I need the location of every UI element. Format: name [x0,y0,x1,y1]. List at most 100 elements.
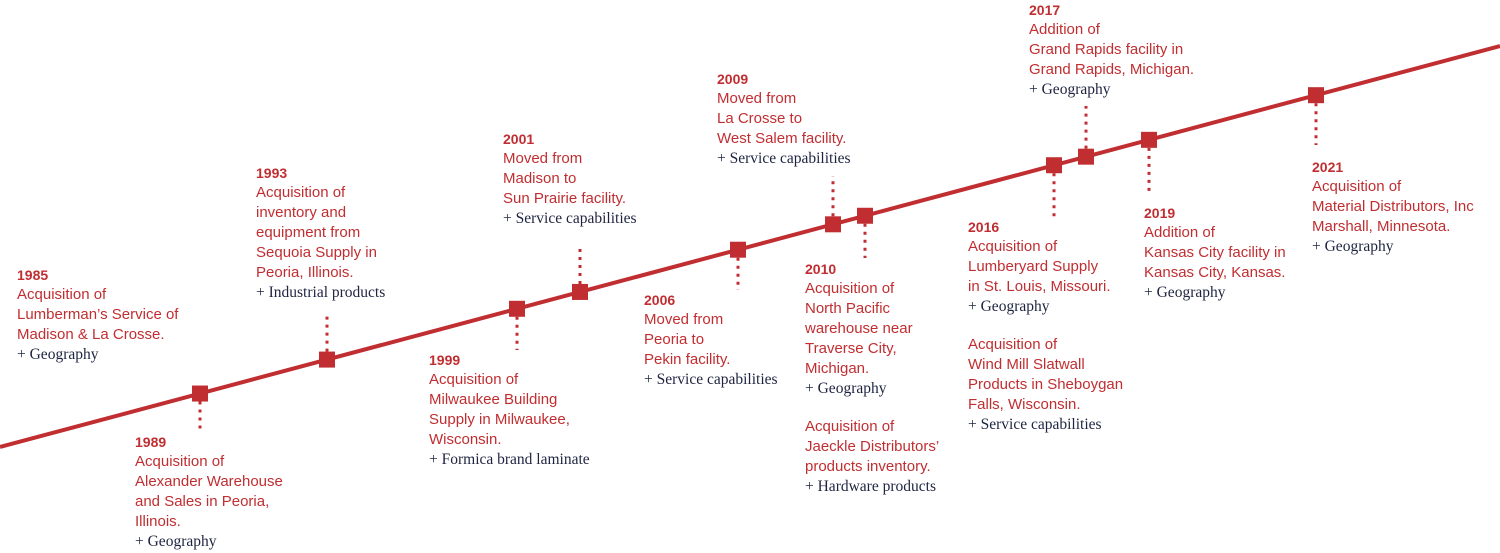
event-year: 2017 [1029,2,1061,18]
marker-2001 [572,283,588,300]
event-description-line: Addition of [1144,224,1215,241]
event-description-line: Moved from [503,150,583,167]
event-tag: + Geography [1312,238,1394,255]
event-description-line: in St. Louis, Missouri. [968,278,1111,295]
marker-2021 [1308,87,1324,104]
marker-1993 [319,351,335,368]
event-2016: 2016 Acquisition of Lumberyard Supply in… [968,217,1123,435]
event-2019: 2019 Addition of Kansas City facility in… [1144,203,1286,303]
event-description-line: Lumberyard Supply [968,258,1099,275]
event-tag: + Geography [1029,81,1111,98]
event-description-line: Material Distributors, Inc [1312,198,1474,215]
event-1989: 1989 Acquisition of Alexander Warehouse … [135,432,283,552]
event-tag: + Service capabilities [644,371,778,388]
event-description-line: Marshall, Minnesota. [1312,218,1451,235]
event-year: 2006 [644,292,676,308]
event-2010: 2010 Acquisition of North Pacific wareho… [805,259,939,497]
event-description-line: Peoria to [644,331,705,348]
event-1985: 1985 Acquisition of Lumberman’s Service … [17,265,178,365]
event-description-line: Grand Rapids, Michigan. [1029,61,1195,78]
event-tag: + Formica brand laminate [429,451,590,468]
event-tag: + Geography [968,298,1050,315]
event-description-line: Wind Mill Slatwall [968,356,1085,373]
event-description-line: Michigan. [805,360,870,377]
event-year: 2010 [805,261,837,277]
event-tag: + Industrial products [256,284,386,301]
event-description-line: products inventory. [805,458,931,475]
event-year: 1985 [17,267,49,283]
marker-2009 [825,216,841,233]
event-description-line: Wisconsin. [429,431,502,448]
event-year: 2009 [717,71,749,87]
event-1999: 1999 Acquisition of Milwaukee Building S… [429,350,590,470]
event-2017: 2017 Addition of Grand Rapids facility i… [1029,0,1194,100]
event-description-line: Milwaukee Building [429,391,558,408]
event-2006: 2006 Moved from Peoria to Pekin facility… [644,290,778,390]
event-tag: + Geography [135,533,217,550]
event-description-line: Acquisition of [256,184,346,201]
event-tag: + Service capabilities [717,150,851,167]
event-description-line: Sun Prairie facility. [503,190,627,207]
event-description-line: Acquisition of [17,286,107,303]
event-description-line: Madison & La Crosse. [17,326,165,343]
marker-2019 [1141,131,1157,148]
marker-2016 [1046,157,1062,174]
event-description-line: Kansas City, Kansas. [1144,264,1286,281]
event-tag: + Service capabilities [503,210,637,227]
event-description-line: Traverse City, [805,340,897,357]
event-2021: 2021 Acquisition of Material Distributor… [1312,157,1474,257]
event-description-line: Alexander Warehouse [135,473,283,490]
event-description-line: La Crosse to [717,110,803,127]
event-description-line: Acquisition of [805,280,895,297]
event-year: 2016 [968,219,1000,235]
event-description-line: Grand Rapids facility in [1029,41,1184,58]
event-tag: + Geography [1144,284,1226,301]
event-description-line: Moved from [717,90,797,107]
event-description-line: Acquisition of [135,453,225,470]
event-description-line: Lumberman’s Service of [17,306,179,323]
event-description-line: Acquisition of [805,418,895,435]
event-description-line: equipment from [256,224,361,241]
event-tag: + Service capabilities [968,416,1102,433]
event-description-line: Addition of [1029,21,1100,38]
event-year: 1993 [256,165,288,181]
event-description-line: Acquisition of [968,336,1058,353]
event-description-line: Peoria, Illinois. [256,264,354,281]
event-description-line: Acquisition of [1312,178,1402,195]
event-description-line: Acquisition of [429,371,519,388]
event-1993: 1993 Acquisition of inventory and equipm… [256,163,385,303]
event-description-line: Supply in Milwaukee, [429,411,570,428]
event-description-line: warehouse near [805,320,913,337]
event-description-line: North Pacific [805,300,891,317]
event-year: 1989 [135,434,167,450]
event-description-line: Pekin facility. [644,351,731,368]
event-year: 2001 [503,131,535,147]
event-description-line: Madison to [503,170,577,187]
event-tag: + Hardware products [805,478,936,495]
event-description-line: Falls, Wisconsin. [968,396,1081,413]
event-description-line: inventory and [256,204,347,221]
marker-2017 [1078,148,1094,165]
event-tag: + Geography [17,346,99,363]
event-description-line: Products in Sheboygan [968,376,1124,393]
timeline-line [0,44,1500,449]
event-description-line: Sequoia Supply in [256,244,377,261]
marker-1989 [192,385,208,402]
event-description-line: Moved from [644,311,724,328]
marker-1999 [509,300,525,317]
event-2001: 2001 Moved from Madison to Sun Prairie f… [503,129,637,229]
event-description-line: Jaeckle Distributors’ [805,438,940,455]
event-year: 2021 [1312,159,1344,175]
timeline-markers [192,87,1324,402]
timeline-connectors [198,95,1318,432]
marker-2006 [730,241,746,258]
event-description-line: West Salem facility. [717,130,847,147]
marker-2010 [857,207,873,224]
event-description-line: Acquisition of [968,238,1058,255]
event-year: 1999 [429,352,461,368]
event-description-line: and Sales in Peoria, [135,493,270,510]
event-description-line: Illinois. [135,513,181,530]
event-tag: + Geography [805,380,887,397]
event-description-line: Kansas City facility in [1144,244,1286,261]
